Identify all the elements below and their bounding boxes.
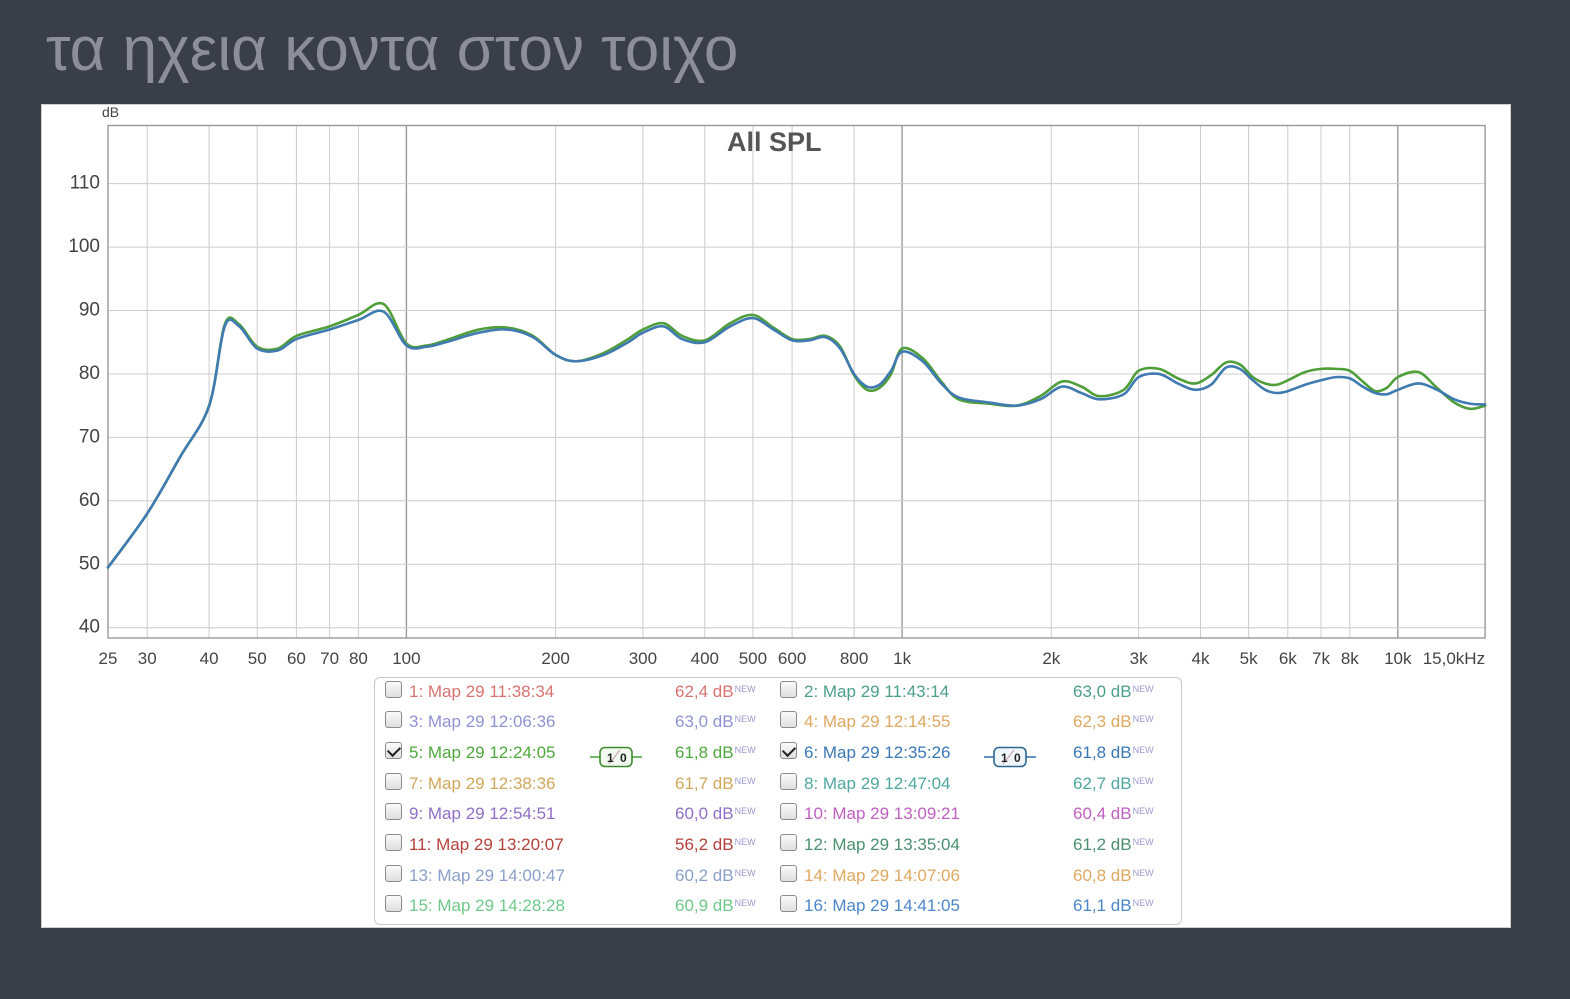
svg-text:100: 100 (392, 649, 420, 668)
svg-text:7k: 7k (1312, 649, 1330, 668)
svg-text:All SPL: All SPL (727, 127, 822, 157)
svg-text:25: 25 (99, 649, 118, 668)
svg-text:6k: 6k (1279, 649, 1297, 668)
svg-text:1k: 1k (893, 649, 911, 668)
svg-text:70: 70 (79, 426, 100, 447)
svg-text:40: 40 (200, 649, 219, 668)
svg-text:400: 400 (691, 649, 719, 668)
svg-text:50: 50 (79, 553, 100, 574)
svg-text:60: 60 (287, 649, 306, 668)
svg-text:60: 60 (79, 490, 100, 511)
svg-text:1: 1 (607, 751, 614, 765)
svg-text:80: 80 (349, 649, 368, 668)
svg-text:5k: 5k (1240, 649, 1258, 668)
svg-text:110: 110 (70, 173, 100, 194)
svg-text:2k: 2k (1042, 649, 1060, 668)
svg-text:10k: 10k (1384, 649, 1412, 668)
svg-text:40: 40 (79, 617, 100, 638)
svg-text:8k: 8k (1341, 649, 1359, 668)
svg-text:50: 50 (248, 649, 267, 668)
svg-text:0: 0 (620, 751, 627, 765)
svg-text:100: 100 (68, 236, 100, 257)
svg-text:800: 800 (840, 649, 868, 668)
svg-text:dB: dB (102, 105, 119, 120)
svg-text:70: 70 (320, 649, 339, 668)
svg-text:15,0kHz: 15,0kHz (1423, 649, 1485, 668)
svg-text:200: 200 (541, 649, 569, 668)
svg-text:1: 1 (1001, 751, 1008, 765)
svg-text:300: 300 (629, 649, 657, 668)
svg-text:3k: 3k (1130, 649, 1148, 668)
svg-text:30: 30 (138, 649, 157, 668)
svg-text:500: 500 (739, 649, 767, 668)
svg-text:4k: 4k (1192, 649, 1210, 668)
svg-text:80: 80 (79, 363, 100, 384)
svg-text:90: 90 (79, 300, 100, 321)
svg-text:600: 600 (778, 649, 806, 668)
svg-text:0: 0 (1014, 751, 1021, 765)
